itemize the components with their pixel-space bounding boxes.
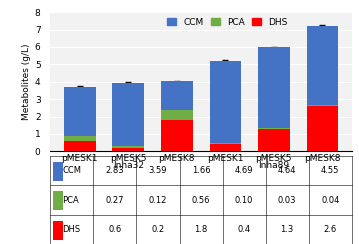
Bar: [112, 146, 144, 148]
Text: PCA: PCA: [62, 196, 79, 204]
Text: 0.56: 0.56: [192, 196, 210, 204]
Bar: [307, 105, 338, 106]
Bar: [258, 128, 290, 129]
Bar: [307, 26, 338, 105]
Bar: [258, 48, 290, 128]
Bar: [64, 87, 95, 136]
Bar: [112, 148, 144, 151]
Text: 2.6: 2.6: [324, 225, 337, 234]
Text: 0.12: 0.12: [149, 196, 167, 204]
Bar: [64, 141, 95, 151]
Bar: [161, 110, 192, 120]
Bar: [53, 191, 63, 210]
Bar: [112, 83, 144, 146]
Text: Inha89: Inha89: [258, 161, 289, 170]
Text: 4.55: 4.55: [321, 166, 340, 175]
Legend: CCM, PCA, DHS: CCM, PCA, DHS: [163, 14, 291, 30]
Text: DHS: DHS: [62, 225, 80, 234]
Bar: [210, 142, 241, 144]
Text: 4.64: 4.64: [278, 166, 297, 175]
Bar: [161, 81, 192, 110]
Bar: [258, 129, 290, 151]
Bar: [53, 221, 63, 240]
Text: 0.10: 0.10: [235, 196, 253, 204]
Text: 1.3: 1.3: [281, 225, 294, 234]
Bar: [64, 136, 95, 141]
Bar: [53, 162, 63, 181]
Y-axis label: Metabolites (g/L): Metabolites (g/L): [22, 43, 31, 120]
Text: 3.59: 3.59: [149, 166, 167, 175]
Bar: [210, 144, 241, 151]
Text: 0.27: 0.27: [106, 196, 124, 204]
Text: 2.83: 2.83: [106, 166, 124, 175]
Text: 1.8: 1.8: [195, 225, 208, 234]
Text: 1.66: 1.66: [192, 166, 210, 175]
Text: 0.6: 0.6: [108, 225, 121, 234]
Bar: [307, 106, 338, 151]
Text: CCM: CCM: [62, 166, 81, 175]
Bar: [161, 120, 192, 151]
Text: 0.04: 0.04: [321, 196, 340, 204]
Text: Inha32: Inha32: [113, 161, 144, 170]
Text: 0.03: 0.03: [278, 196, 297, 204]
Text: 4.69: 4.69: [235, 166, 253, 175]
Text: 0.4: 0.4: [238, 225, 251, 234]
Text: 0.2: 0.2: [151, 225, 164, 234]
Bar: [210, 61, 241, 142]
